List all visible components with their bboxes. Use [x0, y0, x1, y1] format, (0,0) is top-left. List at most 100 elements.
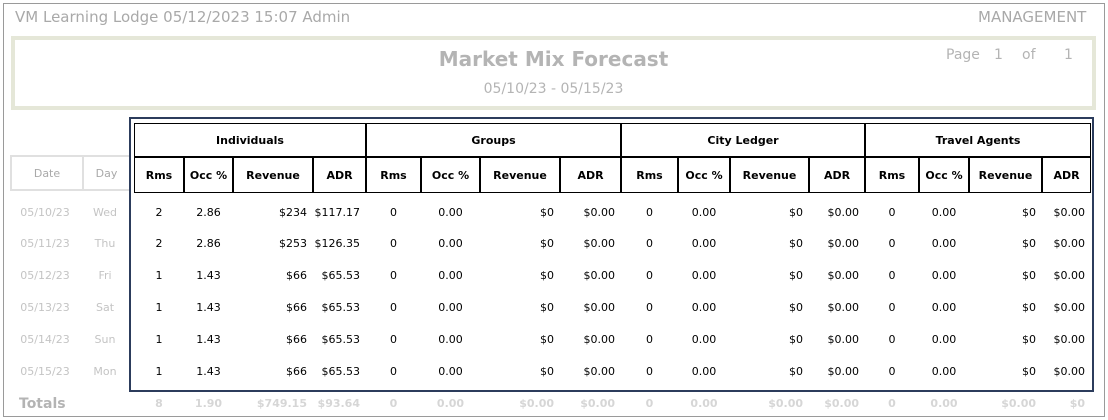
total-city-ledger-adr: $0.00 [824, 397, 859, 410]
cell-travel-agents-adr: $0.00 [1053, 269, 1086, 282]
cell-travel-agents-occ: 0.00 [931, 206, 957, 219]
cell-travel-agents-revenue: $0 [1022, 269, 1036, 282]
cell-groups-adr: $0.00 [583, 206, 616, 219]
management-label: MANAGEMENT [978, 8, 1087, 26]
cell-individuals-occ: 2.86 [196, 206, 221, 219]
cell-individuals-occ: 1.43 [196, 365, 221, 378]
cell-travel-agents-rms: 0 [888, 237, 896, 250]
cell-groups-occ: 0.00 [438, 365, 463, 378]
total-city-ledger-occ: 0.00 [690, 397, 718, 410]
row-date: 05/15/23 [20, 365, 70, 378]
market-mix-table: Individuals Rms Occ % Revenue ADR Groups Rms Oc… [129, 117, 1094, 392]
subheader-groups-adr: ADR [560, 157, 621, 193]
cell-city-ledger-adr: $0.00 [827, 206, 860, 219]
cell-groups-occ: 0.00 [438, 269, 463, 282]
cell-groups-revenue: $0 [540, 206, 554, 219]
cell-city-ledger-rms: 0 [646, 333, 653, 346]
subheader-groups-occ: Occ % [421, 157, 480, 193]
group-header-city-ledger: City Ledger [621, 123, 865, 157]
cell-groups-adr: $0.00 [583, 237, 616, 250]
subheader-travel-agents-occ: Occ % [919, 157, 969, 193]
row-date: 05/14/23 [20, 333, 70, 346]
cell-groups-revenue: $0 [540, 269, 554, 282]
cell-individuals-occ: 1.43 [196, 301, 221, 314]
cell-travel-agents-rms: 0 [888, 333, 896, 346]
cell-individuals-occ: 2.86 [196, 237, 221, 250]
cell-groups-rms: 0 [390, 301, 397, 314]
cell-groups-occ: 0.00 [438, 237, 463, 250]
cell-groups-revenue: $0 [540, 365, 554, 378]
cell-travel-agents-rms: 0 [888, 269, 896, 282]
cell-individuals-rms: 2 [155, 237, 163, 250]
subheader-city-ledger-rms: Rms [621, 157, 678, 193]
cell-individuals-adr: $65.53 [321, 269, 361, 282]
cell-city-ledger-rms: 0 [646, 301, 653, 314]
cell-city-ledger-adr: $0.00 [827, 365, 860, 378]
total-travel-agents-revenue: $0.00 [1001, 397, 1036, 410]
cell-groups-adr: $0.00 [583, 269, 616, 282]
report-title: Market Mix Forecast [438, 47, 669, 71]
cell-travel-agents-occ: 0.00 [931, 301, 957, 314]
cell-travel-agents-rms: 0 [888, 365, 896, 378]
cell-city-ledger-revenue: $0 [789, 237, 803, 250]
total-individuals-occ: 1.90 [194, 397, 223, 410]
cell-travel-agents-adr: $0.00 [1053, 301, 1086, 314]
cell-travel-agents-revenue: $0 [1022, 333, 1036, 346]
cell-city-ledger-occ: 0.00 [691, 301, 717, 314]
cell-city-ledger-revenue: $0 [789, 365, 803, 378]
subheader-travel-agents-adr: ADR [1042, 157, 1091, 193]
cell-groups-occ: 0.00 [438, 333, 463, 346]
cell-city-ledger-adr: $0.00 [827, 301, 860, 314]
total-city-ledger-revenue: $0.00 [768, 397, 803, 410]
cell-city-ledger-revenue: $0 [789, 206, 803, 219]
cell-groups-occ: 0.00 [438, 206, 463, 219]
cell-groups-rms: 0 [390, 365, 397, 378]
cell-travel-agents-revenue: $0 [1022, 301, 1036, 314]
cell-city-ledger-occ: 0.00 [691, 206, 717, 219]
row-date: 05/12/23 [20, 269, 70, 282]
cell-city-ledger-occ: 0.00 [691, 237, 717, 250]
cell-city-ledger-adr: $0.00 [827, 269, 860, 282]
cell-travel-agents-revenue: $0 [1022, 206, 1036, 219]
report-frame [3, 3, 1105, 417]
cell-city-ledger-occ: 0.00 [691, 333, 717, 346]
page-number: 1 [994, 47, 1003, 63]
cell-groups-rms: 0 [390, 237, 397, 250]
cell-city-ledger-rms: 0 [646, 365, 653, 378]
cell-travel-agents-adr: $0.00 [1053, 206, 1086, 219]
date-day-header: Date Day [10, 155, 131, 191]
row-day: Fri [98, 269, 112, 282]
cell-individuals-revenue: $234 [279, 206, 307, 219]
group-header-groups: Groups [366, 123, 621, 157]
cell-groups-revenue: $0 [540, 237, 554, 250]
cell-city-ledger-occ: 0.00 [691, 365, 717, 378]
subheader-individuals-revenue: Revenue [233, 157, 313, 193]
subheader-travel-agents-revenue: Revenue [969, 157, 1042, 193]
total-groups-adr: $0.00 [580, 397, 615, 410]
cell-travel-agents-occ: 0.00 [931, 333, 957, 346]
total-travel-agents-occ: 0.00 [930, 397, 958, 410]
subheader-city-ledger-occ: Occ % [678, 157, 730, 193]
row-day: Sun [94, 333, 116, 346]
total-groups-occ: 0.00 [436, 397, 465, 410]
page-label: Page [946, 47, 980, 63]
cell-individuals-rms: 1 [155, 365, 163, 378]
cell-groups-adr: $0.00 [583, 301, 616, 314]
cell-city-ledger-rms: 0 [646, 269, 653, 282]
row-date: 05/11/23 [20, 237, 70, 250]
cell-groups-rms: 0 [390, 333, 397, 346]
subheader-individuals-adr: ADR [313, 157, 366, 193]
cell-travel-agents-rms: 0 [888, 206, 896, 219]
cell-individuals-revenue: $66 [286, 269, 307, 282]
subheader-travel-agents-rms: Rms [865, 157, 919, 193]
cell-groups-rms: 0 [390, 206, 397, 219]
cell-individuals-adr: $65.53 [321, 333, 361, 346]
cell-groups-occ: 0.00 [438, 301, 463, 314]
total-individuals-rms: 8 [155, 397, 163, 410]
row-day: Wed [93, 206, 117, 219]
total-travel-agents-rms: 0 [888, 397, 896, 410]
date-column-header: Date [12, 157, 84, 189]
cell-city-ledger-rms: 0 [646, 237, 653, 250]
cell-city-ledger-occ: 0.00 [691, 269, 717, 282]
cell-groups-rms: 0 [390, 269, 397, 282]
